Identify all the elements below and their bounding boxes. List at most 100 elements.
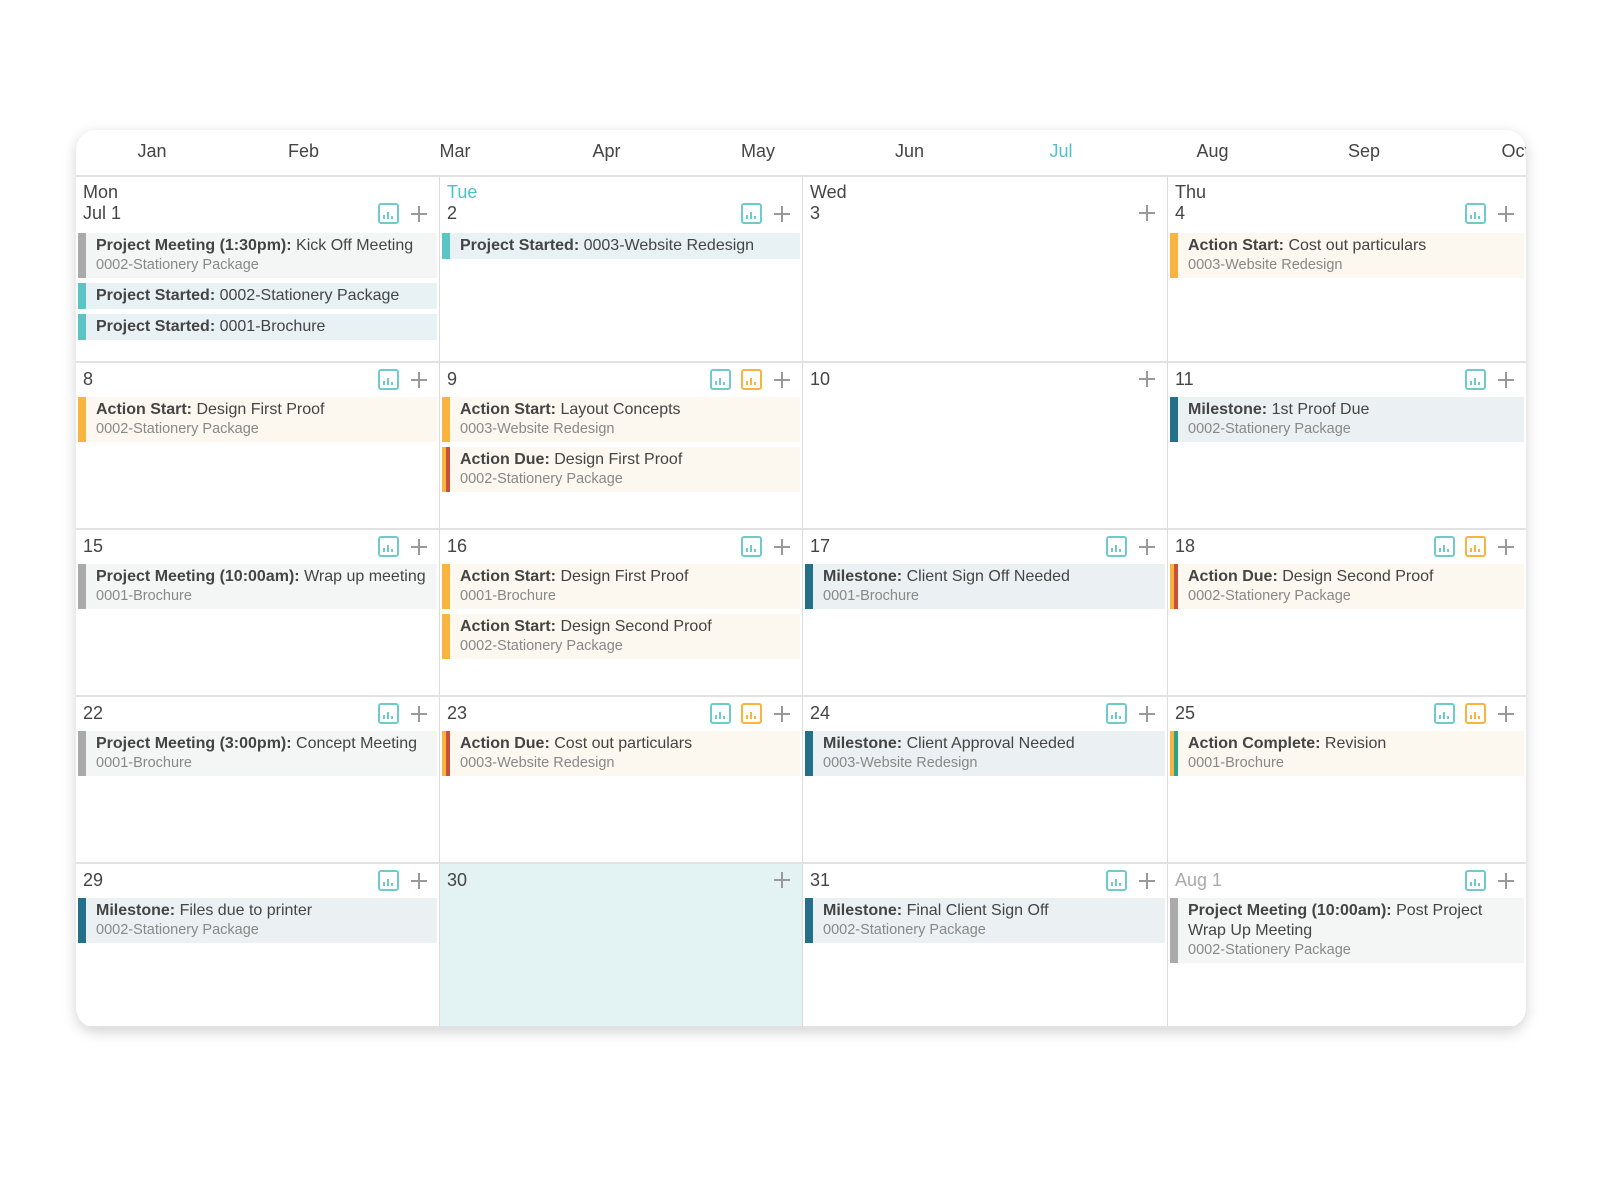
event-item[interactable]: Action Start: Layout Concepts 0003-Websit… xyxy=(442,397,800,442)
chart-icon[interactable] xyxy=(741,703,762,724)
day-cell[interactable]: 15 Project Meeting (10:00am): Wrap up mee… xyxy=(76,530,440,697)
chart-icon[interactable] xyxy=(378,536,399,557)
event-item[interactable]: Milestone: Client Approval Needed 0003-We… xyxy=(805,731,1165,776)
day-cell[interactable]: 10 xyxy=(803,363,1168,530)
add-event-button[interactable] xyxy=(1137,704,1157,724)
event-item[interactable]: Action Start: Design First Proof 0002-Sta… xyxy=(78,397,437,442)
chart-icon[interactable] xyxy=(741,536,762,557)
add-event-button[interactable] xyxy=(409,537,429,557)
day-cell[interactable]: Thu 4 Action Start: Cost out particulars 00… xyxy=(1168,175,1526,363)
chart-icon[interactable] xyxy=(1434,703,1455,724)
event-item[interactable]: Project Meeting (3:00pm): Concept Meetin… xyxy=(78,731,437,776)
event-item[interactable]: Milestone: Final Client Sign Off 0002-Sta… xyxy=(805,898,1165,943)
day-cell[interactable]: 24 Milestone: Client Approval Needed 0003-… xyxy=(803,697,1168,864)
day-cell[interactable]: 16 Action Start: Design First Proof 0001-B… xyxy=(440,530,803,697)
day-cell[interactable]: Aug 1 Project Meeting (10:00am): Post Pro… xyxy=(1168,864,1526,1028)
event-item[interactable]: Action Complete: Revision 0001-Brochure xyxy=(1170,731,1524,776)
day-cell[interactable]: Mon Jul 1 Project Meeting (1:30pm): Kick O… xyxy=(76,175,440,363)
event-item[interactable]: Action Due: Design Second Proof 0002-Stat… xyxy=(1170,564,1524,609)
chart-icon[interactable] xyxy=(378,703,399,724)
event-name: Design First Proof xyxy=(196,401,325,418)
add-event-button[interactable] xyxy=(772,370,792,390)
chart-icon[interactable] xyxy=(1106,870,1127,891)
event-item[interactable]: Action Due: Cost out particulars 0003-Web… xyxy=(442,731,800,776)
month-feb[interactable]: Feb xyxy=(287,141,320,161)
chart-icon[interactable] xyxy=(1465,536,1486,557)
chart-icon[interactable] xyxy=(741,203,762,224)
day-cell[interactable]: 31 Milestone: Final Client Sign Off 0002-S… xyxy=(803,864,1168,1028)
event-item[interactable]: Action Start: Design Second Proof 0002-St… xyxy=(442,614,800,659)
month-apr[interactable]: Apr xyxy=(592,141,621,161)
chart-icon[interactable] xyxy=(1465,203,1486,224)
event-item[interactable]: Milestone: 1st Proof Due 0002-Stationery … xyxy=(1170,397,1524,442)
chart-icon[interactable] xyxy=(378,203,399,224)
add-event-button[interactable] xyxy=(1137,369,1157,389)
event-item[interactable]: Action Start: Design First Proof 0001-Bro… xyxy=(442,564,800,609)
event-item[interactable]: Milestone: Client Sign Off Needed 0001-Br… xyxy=(805,564,1165,609)
add-event-button[interactable] xyxy=(1496,204,1516,224)
day-cell[interactable]: 18 Action Due: Design Second Proof 0002-St… xyxy=(1168,530,1526,697)
add-event-button[interactable] xyxy=(1137,203,1157,223)
add-event-button[interactable] xyxy=(772,704,792,724)
add-event-button[interactable] xyxy=(1496,370,1516,390)
day-cell[interactable]: 8 Action Start: Design First Proof 0002-St… xyxy=(76,363,440,530)
add-event-button[interactable] xyxy=(772,870,792,890)
chart-icon[interactable] xyxy=(710,703,731,724)
add-event-button[interactable] xyxy=(1496,871,1516,891)
chart-icon[interactable] xyxy=(378,369,399,390)
month-mar[interactable]: Mar xyxy=(439,141,471,161)
event-type-label: Action Start: xyxy=(1188,237,1284,254)
event-list: Project Started: 0003-Website Redesign xyxy=(442,233,800,259)
chart-icon[interactable] xyxy=(1465,369,1486,390)
add-event-button[interactable] xyxy=(1496,537,1516,557)
chart-icon[interactable] xyxy=(1434,536,1455,557)
event-item[interactable]: Action Start: Cost out particulars 0003-W… xyxy=(1170,233,1524,278)
date-label: 3 xyxy=(810,203,821,223)
month-jul[interactable]: Jul xyxy=(1049,141,1073,161)
day-actions xyxy=(378,369,429,390)
event-item[interactable]: Project Meeting (10:00am): Post Project … xyxy=(1170,898,1524,963)
month-may[interactable]: May xyxy=(740,141,776,161)
day-cell[interactable]: 29 Milestone: Files due to printer 0002-St… xyxy=(76,864,440,1028)
chart-icon[interactable] xyxy=(1106,703,1127,724)
event-item[interactable]: Action Due: Design First Proof 0002-Stati… xyxy=(442,447,800,492)
chart-icon[interactable] xyxy=(1465,703,1486,724)
day-cell[interactable]: Wed 3 xyxy=(803,175,1168,363)
day-cell[interactable]: 23 Action Due: Cost out particulars 0003-W… xyxy=(440,697,803,864)
chart-icon[interactable] xyxy=(741,369,762,390)
event-item[interactable]: Project Meeting (10:00am): Wrap up meeti… xyxy=(78,564,437,609)
day-cell[interactable]: 22 Project Meeting (3:00pm): Concept Meet… xyxy=(76,697,440,864)
day-cell[interactable]: 25 Action Complete: Revision 0001-Brochure xyxy=(1168,697,1526,864)
day-actions xyxy=(741,536,792,557)
add-event-button[interactable] xyxy=(1137,871,1157,891)
event-name: Concept Meeting xyxy=(296,735,418,752)
chart-icon[interactable] xyxy=(1106,536,1127,557)
month-sep[interactable]: Sep xyxy=(1347,141,1381,161)
day-cell[interactable]: 17 Milestone: Client Sign Off Needed 0001-… xyxy=(803,530,1168,697)
event-item[interactable]: Project Started: 0001-Brochure xyxy=(78,314,437,340)
chart-icon[interactable] xyxy=(378,870,399,891)
month-oct[interactable]: Oct xyxy=(1501,141,1526,161)
month-aug[interactable]: Aug xyxy=(1196,141,1229,161)
add-event-button[interactable] xyxy=(1137,537,1157,557)
day-cell[interactable]: 9 Action Start: Layout Concepts 0003-Websi… xyxy=(440,363,803,530)
add-event-button[interactable] xyxy=(409,704,429,724)
add-event-button[interactable] xyxy=(409,370,429,390)
add-event-button[interactable] xyxy=(772,204,792,224)
event-name: Design First Proof xyxy=(560,568,689,585)
event-item[interactable]: Project Meeting (1:30pm): Kick Off Meeti… xyxy=(78,233,437,278)
add-event-button[interactable] xyxy=(1496,704,1516,724)
event-item[interactable]: Milestone: Files due to printer 0002-Stat… xyxy=(78,898,437,943)
event-item[interactable]: Project Started: 0002-Stationery Package xyxy=(78,283,437,309)
event-item[interactable]: Project Started: 0003-Website Redesign xyxy=(442,233,800,259)
month-jun[interactable]: Jun xyxy=(894,141,925,161)
chart-icon[interactable] xyxy=(710,369,731,390)
day-cell[interactable]: 30 xyxy=(440,864,803,1028)
add-event-button[interactable] xyxy=(772,537,792,557)
day-cell[interactable]: 11 Milestone: 1st Proof Due 0002-Stationer… xyxy=(1168,363,1526,530)
add-event-button[interactable] xyxy=(409,871,429,891)
month-jan[interactable]: Jan xyxy=(137,141,167,161)
add-event-button[interactable] xyxy=(409,204,429,224)
day-cell[interactable]: Tue 2 Project Started: 0003-Website Redesi… xyxy=(440,175,803,363)
chart-icon[interactable] xyxy=(1465,870,1486,891)
